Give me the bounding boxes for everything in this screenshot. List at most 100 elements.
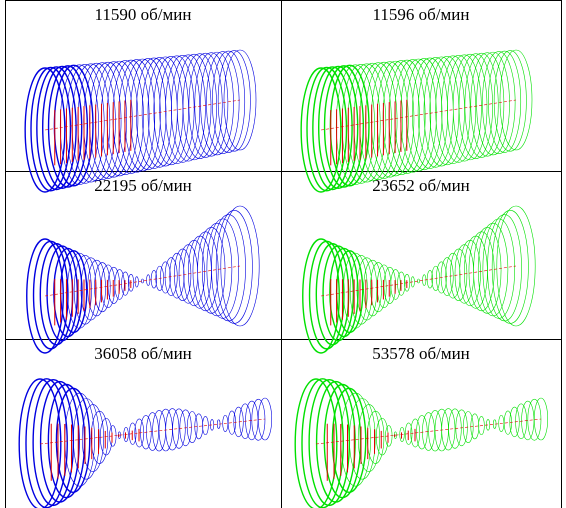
orbit: [527, 398, 542, 441]
orbit: [390, 269, 401, 300]
orbit: [42, 65, 83, 189]
orbit: [322, 245, 355, 342]
orbit: [499, 49, 533, 151]
orbit: [121, 271, 130, 296]
orbit: [128, 273, 135, 292]
orbit: [509, 406, 520, 438]
orbit: [80, 257, 102, 321]
orbit: [197, 227, 226, 314]
orbit: [165, 54, 201, 163]
orbit: [331, 387, 367, 494]
orbit: [202, 416, 209, 436]
orbit: [429, 56, 465, 166]
orbit: [300, 67, 342, 193]
shaft-axis: [315, 418, 542, 445]
shaft-axis: [44, 265, 241, 297]
orbit: [356, 257, 378, 321]
orbit: [67, 252, 92, 329]
orbit: [315, 380, 356, 503]
orbit: [436, 261, 447, 294]
orbit: [165, 408, 180, 451]
orbit: [53, 247, 83, 338]
orbit: [410, 418, 421, 448]
orbit: [404, 273, 411, 292]
orbit: [233, 406, 244, 438]
orbit: [357, 404, 380, 472]
table-rules: [5, 0, 562, 508]
orbit: [521, 400, 535, 441]
orbit: [470, 413, 480, 440]
orbit: [164, 257, 178, 296]
orbit: [217, 50, 251, 152]
orbit: [447, 54, 482, 162]
orbit: [159, 55, 195, 164]
orbit: [114, 269, 125, 300]
mode-shape: [294, 378, 549, 508]
orbit: [470, 52, 505, 157]
mode-shape: [24, 49, 257, 193]
orbit: [251, 398, 266, 441]
orbit: [431, 265, 440, 291]
orbit: [24, 67, 66, 193]
orbit: [458, 53, 493, 159]
orbit: [349, 398, 376, 480]
orbit: [383, 266, 396, 304]
orbit: [476, 51, 510, 156]
orbit: [179, 409, 192, 447]
orbit: [450, 248, 468, 302]
orbit: [73, 398, 100, 480]
shaft-axis: [320, 265, 517, 297]
orbit: [186, 411, 198, 443]
orbit: [200, 51, 234, 156]
orbit: [482, 51, 516, 155]
shaft-axis: [44, 99, 241, 131]
orbit: [515, 403, 528, 439]
orbit: [123, 426, 129, 442]
orbit: [366, 410, 385, 464]
orbit: [128, 422, 137, 445]
orbit: [363, 259, 382, 317]
orbit: [445, 252, 461, 299]
orbit: [422, 412, 435, 451]
orbit: [220, 205, 260, 327]
orbit: [188, 52, 223, 158]
cell-label: 36058 об/мин: [94, 344, 192, 363]
orbit: [416, 415, 428, 450]
orbit: [462, 411, 474, 443]
orbit: [455, 409, 468, 447]
orbit: [172, 408, 186, 449]
orbit: [212, 50, 246, 153]
orbit: [194, 413, 204, 440]
shaft-axis: [320, 99, 517, 131]
orbit: [182, 53, 217, 159]
orbit: [245, 400, 259, 441]
orbit: [169, 252, 185, 299]
cell-label: 11590 об/мин: [95, 5, 192, 24]
orbit: [146, 412, 159, 451]
orbit: [488, 50, 522, 153]
orbit: [503, 410, 512, 435]
orbit: [194, 52, 229, 157]
orbit: [308, 240, 345, 350]
orbit: [201, 222, 233, 317]
orbit: [441, 54, 477, 163]
orbit: [477, 222, 509, 317]
mode-shape: [300, 49, 533, 193]
orbit: [153, 56, 189, 166]
orbit: [150, 270, 158, 289]
orbit: [206, 51, 240, 155]
orbit: [343, 252, 368, 329]
orbit: [140, 415, 152, 450]
orbit: [385, 425, 393, 447]
mode-shape: [18, 378, 273, 508]
orbit: [26, 238, 64, 354]
orbit: [496, 205, 536, 327]
orbit: [227, 410, 236, 435]
orbit: [90, 410, 109, 464]
orbit: [440, 257, 454, 296]
orbit: [404, 422, 413, 445]
orbit: [302, 238, 340, 354]
orbit: [323, 65, 365, 188]
orbit: [107, 266, 120, 304]
